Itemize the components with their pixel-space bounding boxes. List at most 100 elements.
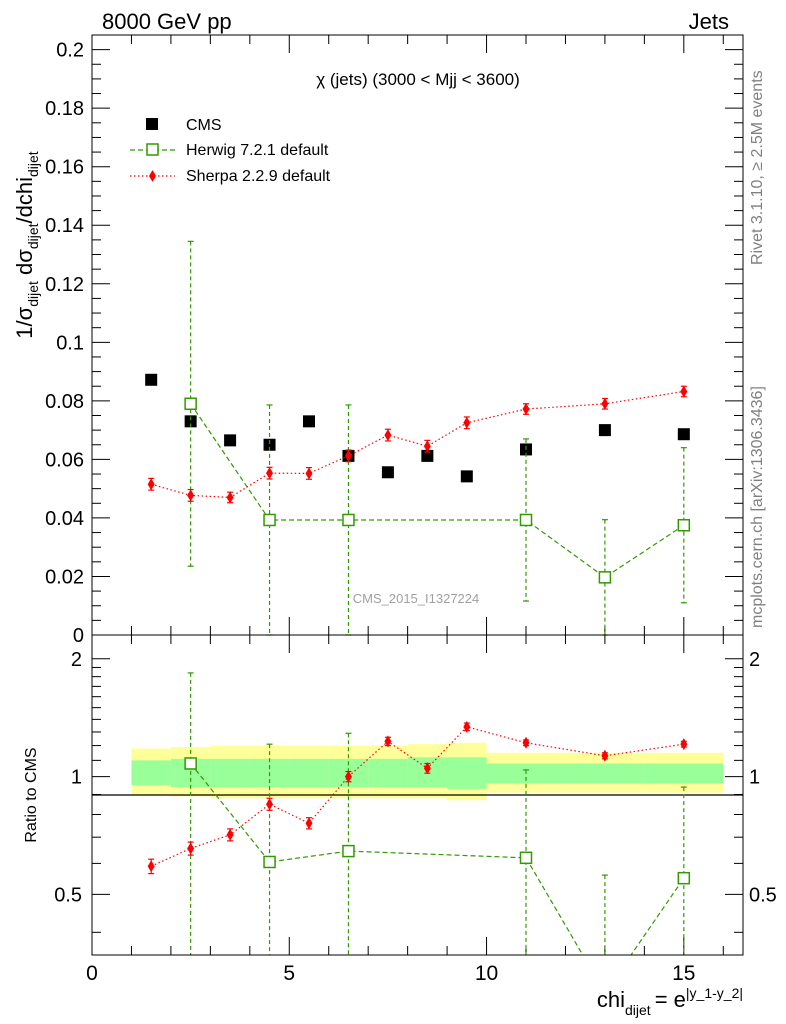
ratio-ylabel: Ratio to CMS: [23, 747, 40, 842]
main-panel: 00.020.040.060.080.10.120.140.160.180.2 …: [12, 34, 744, 647]
legend-cms-marker: [146, 118, 158, 130]
ratio-sherpa-2-2-9-default-point: [522, 736, 530, 749]
main-title: χ (jets) (3000 < Mjj < 3600): [316, 70, 520, 89]
ratio-herwig-7-2-1-default-point: [263, 855, 276, 869]
ratio-sherpa-2-2-9-default-point: [226, 828, 234, 841]
ratio-ytick-label-right: 2: [749, 649, 760, 671]
legend-herwig-marker: [146, 143, 159, 156]
main-sherpa-2-2-9-default-point: [266, 467, 274, 480]
ratio-ytick-label: 2: [71, 649, 82, 671]
main-sherpa-2-2-9-default-point: [344, 449, 352, 462]
ratio-xtick-label: 10: [475, 962, 498, 985]
main-series: [145, 240, 691, 636]
main-sherpa-2-2-9-default-point: [680, 385, 688, 398]
ratio-band-green: [131, 760, 171, 786]
main-herwig-7-2-1-default-point: [598, 571, 612, 584]
main-axes: 0 0.02 0.04 0.06 0.08 0.1 0.12 0.14 0.16 0.18 0.2: [45, 35, 743, 647]
main-ytick-label: 0.2: [56, 40, 84, 62]
ratio-sherpa-2-2-9-default-point: [344, 770, 352, 783]
main-herwig-7-2-1-default-point: [519, 513, 533, 527]
main-sherpa-2-2-9-default-point: [226, 491, 234, 504]
main-cms-point: [381, 466, 394, 479]
ratio-xtick-label: 15: [672, 962, 695, 985]
ratio-xlabel: chidijet = e|y_1-y_2|: [597, 985, 743, 1018]
ratio-xtick-label: 5: [283, 962, 295, 985]
ratio-herwig-7-2-1-default-point: [677, 871, 691, 885]
main-ytick-label: 0.1: [56, 332, 84, 354]
main-ytick-label: 0.02: [45, 566, 84, 588]
ratio-panel: 0.5 0.5 1 1 2 2 0 5 10 15 Ratio to CMS chidijet = …: [23, 634, 777, 1018]
ratio-sherpa-2-2-9-default-point: [305, 817, 313, 830]
main-ytick-label: 0.08: [45, 391, 84, 413]
main-cms-point: [224, 434, 237, 447]
main-herwig-7-2-1-default-point: [342, 513, 355, 527]
main-ytick-label: 0.16: [45, 157, 84, 179]
main-cms-point: [263, 438, 276, 451]
ratio-herwig-7-2-1-default-point: [342, 844, 355, 858]
main-ytick-label: 0.12: [45, 274, 84, 296]
main-ytick-label: 0.06: [45, 449, 84, 471]
ratio-sherpa-2-2-9-default-point: [187, 842, 195, 855]
ratio-band-green: [210, 758, 250, 788]
main-cms-point: [598, 424, 611, 437]
ratio-band-green: [644, 763, 724, 784]
ratio-band-green: [368, 758, 408, 788]
ratio-sherpa-2-2-9-default-point: [463, 720, 471, 733]
rivet-label: Rivet 3.1.10, ≥ 2.5M events: [749, 70, 766, 265]
mcplots-label: mcplots.cern.ch [arXiv:1306.3436]: [749, 386, 766, 628]
ratio-sherpa-2-2-9-default-point: [147, 860, 155, 873]
ratio-sherpa-2-2-9-default-line: [150, 726, 684, 867]
ratio-sherpa-2-2-9-default-point: [266, 798, 274, 811]
main-sherpa-2-2-9-default-point: [463, 416, 471, 429]
main-cms-point: [677, 428, 690, 441]
legend-sherpa-label: Sherpa 2.2.9 default: [186, 168, 331, 185]
main-cms-point: [184, 415, 197, 428]
ratio-ytick-label-right: 1: [749, 767, 760, 789]
main-ytick-label: 0: [73, 625, 84, 647]
main-sherpa-2-2-9-default-point: [187, 489, 195, 502]
main-herwig-7-2-1-default-line: [190, 403, 685, 579]
main-cms-point: [421, 449, 434, 462]
main-sherpa-2-2-9-default-point: [147, 478, 155, 491]
ratio-axes: 0.5 0.5 1 1 2 2 0 5 10 15: [54, 635, 777, 985]
ratio-ytick-label-right: 0.5: [749, 884, 777, 906]
main-ytick-label: 0.04: [45, 508, 84, 530]
ratio-sherpa-2-2-9-default-point: [384, 735, 392, 748]
main-cms-point: [303, 415, 315, 428]
ratio-herwig-7-2-1-default-point: [184, 757, 197, 770]
ratio-band-green: [447, 757, 487, 789]
main-cms-point: [145, 373, 158, 386]
ratio-herwig-7-2-1-default-point: [519, 851, 533, 865]
ratio-frame: [91, 634, 744, 956]
ratio-sherpa-2-2-9-default-point: [423, 762, 431, 775]
ratio-band-green: [565, 763, 645, 784]
ratio-herwig-7-2-1-default-line: [190, 763, 685, 955]
main-sherpa-2-2-9-default-point: [384, 429, 392, 442]
header-process: Jets: [689, 9, 729, 34]
legend-sherpa-marker: [149, 170, 156, 182]
analysis-watermark: CMS_2015_I1327224: [353, 591, 480, 606]
main-sherpa-2-2-9-default-point: [522, 403, 530, 416]
main-sherpa-2-2-9-default-point: [601, 397, 609, 410]
legend-herwig-label: Herwig 7.2.1 default: [186, 142, 329, 159]
ratio-sherpa-2-2-9-default-point: [680, 738, 688, 751]
legend: CMS Herwig 7.2.1 default Sherpa 2.2.9 de…: [130, 117, 331, 185]
ratio-xtick-label: 0: [86, 962, 98, 985]
ratio-series: [147, 672, 691, 955]
legend-cms-label: CMS: [186, 117, 222, 134]
main-herwig-7-2-1-default-point: [184, 397, 197, 411]
main-ylabel: 1/σdijet dσdijet/dchidijet: [12, 151, 41, 339]
ratio-ytick-label: 0.5: [54, 884, 82, 906]
main-sherpa-2-2-9-default-point: [423, 440, 431, 453]
main-herwig-7-2-1-default-point: [263, 513, 276, 527]
ratio-ytick-label: 1: [71, 767, 82, 789]
main-ytick-label: 0.18: [45, 98, 84, 120]
main-sherpa-2-2-9-default-point: [305, 467, 313, 480]
ratio-band-green: [289, 758, 329, 788]
header-energy: 8000 GeV pp: [102, 9, 232, 34]
main-cms-point: [460, 470, 473, 483]
ratio-sherpa-2-2-9-default-point: [601, 749, 609, 762]
main-ytick-label: 0.14: [45, 215, 84, 237]
main-herwig-7-2-1-default-point: [677, 518, 691, 532]
